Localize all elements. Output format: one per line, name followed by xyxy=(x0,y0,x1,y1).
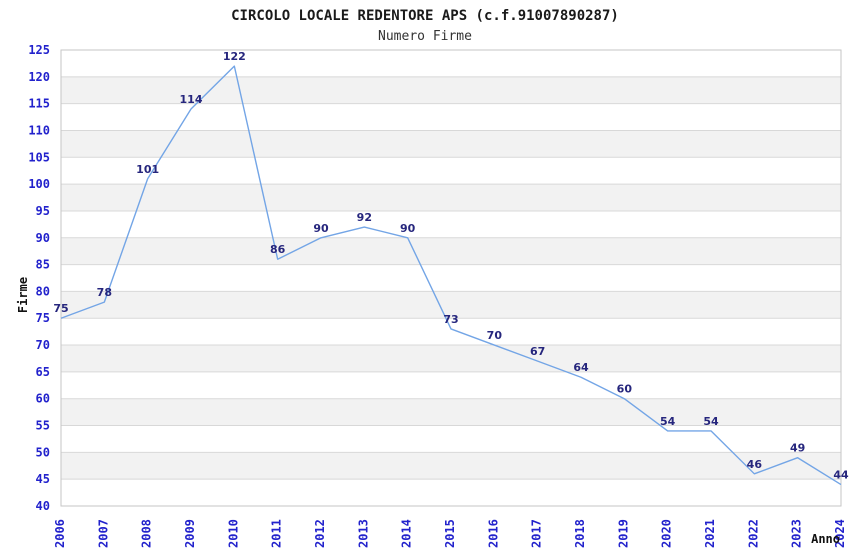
y-tick-label: 100 xyxy=(28,177,50,191)
y-tick-label: 55 xyxy=(36,419,50,433)
grid-band xyxy=(61,184,841,211)
x-tick-label: 2015 xyxy=(443,519,457,548)
data-point-label: 54 xyxy=(660,415,676,428)
grid-band xyxy=(61,345,841,372)
data-point-label: 64 xyxy=(573,361,589,374)
y-axis-title: Firme xyxy=(16,277,30,313)
data-point-label: 92 xyxy=(357,211,372,224)
data-point-label: 46 xyxy=(747,458,763,471)
x-tick-label: 2019 xyxy=(616,519,630,548)
data-point-label: 90 xyxy=(400,222,416,235)
y-tick-label: 115 xyxy=(28,97,50,111)
grid-band xyxy=(61,398,841,426)
x-tick-label: 2024 xyxy=(833,519,847,548)
data-line xyxy=(60,65,842,486)
x-tick-label: 2014 xyxy=(400,519,414,548)
data-point-label: 70 xyxy=(487,329,503,342)
x-tick-label: 2010 xyxy=(226,519,240,548)
x-tick-label: 2013 xyxy=(356,519,370,548)
x-tick-label: 2021 xyxy=(703,519,717,548)
y-tick-label: 110 xyxy=(28,123,50,137)
y-tick-label: 95 xyxy=(36,204,50,218)
chart-title: CIRCOLO LOCALE REDENTORE APS (c.f.910078… xyxy=(231,8,619,24)
x-tick-label: 2008 xyxy=(140,519,154,548)
x-tick-label: 2011 xyxy=(270,519,284,548)
data-point-label: 75 xyxy=(53,302,68,315)
y-tick-label: 90 xyxy=(36,231,50,245)
x-tick-label: 2023 xyxy=(790,519,804,548)
data-point-label: 86 xyxy=(270,243,286,256)
data-point-label: 73 xyxy=(443,313,458,326)
data-point-label: 114 xyxy=(180,93,203,106)
grid-band xyxy=(61,237,841,265)
y-tick-label: 125 xyxy=(28,43,50,57)
x-tick-label: 2016 xyxy=(486,519,500,548)
x-tick-label: 2018 xyxy=(573,519,587,548)
y-tick-label: 40 xyxy=(36,499,50,513)
x-tick-label: 2020 xyxy=(660,519,674,548)
data-point-label: 78 xyxy=(97,286,112,299)
data-point-label: 49 xyxy=(790,442,805,455)
data-point-label: 67 xyxy=(530,345,545,358)
y-tick-label: 70 xyxy=(36,338,50,352)
data-point-label: 101 xyxy=(136,163,159,176)
chart-subtitle: Numero Firme xyxy=(378,29,472,44)
x-tick-label: 2022 xyxy=(746,519,760,548)
y-tick-label: 65 xyxy=(36,365,50,379)
plot-area: 4045505560657075808590951001051101151201… xyxy=(28,43,849,548)
grid-band xyxy=(61,130,841,158)
y-tick-label: 60 xyxy=(36,392,50,406)
x-tick-label: 2006 xyxy=(53,519,67,548)
grid-band xyxy=(61,76,841,104)
plot-border xyxy=(60,49,842,507)
y-tick-label: 45 xyxy=(36,472,50,486)
data-point-label: 122 xyxy=(223,50,246,63)
y-tick-label: 50 xyxy=(36,445,50,459)
y-tick-label: 120 xyxy=(28,70,50,84)
x-tick-label: 2017 xyxy=(530,519,544,548)
y-tick-label: 80 xyxy=(36,284,50,298)
data-point-label: 60 xyxy=(617,383,633,396)
x-tick-label: 2009 xyxy=(183,519,197,548)
y-tick-label: 75 xyxy=(36,311,50,325)
x-tick-label: 2007 xyxy=(96,519,110,548)
data-point-label: 90 xyxy=(313,222,329,235)
x-tick-label: 2012 xyxy=(313,519,327,548)
grid-band xyxy=(61,452,841,480)
y-tick-label: 85 xyxy=(36,258,50,272)
data-point-label: 44 xyxy=(833,469,849,482)
data-point-label: 54 xyxy=(703,415,719,428)
x-axis-title: Anno xyxy=(811,532,840,546)
grid-band xyxy=(61,291,841,319)
y-tick-label: 105 xyxy=(28,150,50,164)
